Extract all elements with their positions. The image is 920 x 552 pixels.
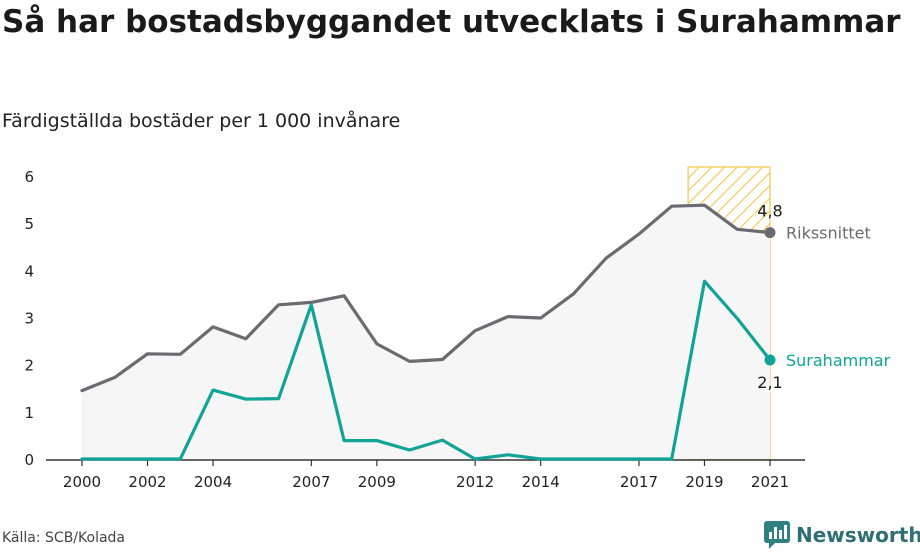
x-tick-label: 2017 bbox=[620, 473, 658, 491]
y-tick-label: 5 bbox=[24, 215, 34, 233]
chart-subtitle: Färdigställda bostäder per 1 000 invånar… bbox=[2, 110, 401, 132]
x-tick-label: 2007 bbox=[292, 473, 330, 491]
y-tick-label: 6 bbox=[24, 168, 34, 186]
x-tick-label: 2000 bbox=[63, 473, 101, 491]
x-tick-label: 2009 bbox=[358, 473, 396, 491]
series-line-1 bbox=[80, 279, 772, 461]
x-tick-label: 2014 bbox=[522, 473, 560, 491]
newsworthy-logo-icon bbox=[764, 521, 790, 549]
brand-name: Newsworthy bbox=[796, 523, 920, 547]
y-axis: 0 1 2 3 4 5 6 bbox=[24, 168, 34, 469]
y-tick-label: 4 bbox=[24, 262, 34, 280]
series-name-label: Surahammar bbox=[786, 351, 891, 370]
series-line-0 bbox=[80, 203, 772, 393]
x-tick-label: 2002 bbox=[128, 473, 166, 491]
y-tick-label: 0 bbox=[24, 451, 34, 469]
y-tick-label: 3 bbox=[24, 310, 34, 328]
x-tick-label: 2004 bbox=[194, 473, 232, 491]
series-endpoint-0 bbox=[764, 227, 776, 239]
x-tick-label: 2021 bbox=[751, 473, 789, 491]
x-tick-label: 2012 bbox=[456, 473, 494, 491]
x-axis: 2000 2002 2004 2007 2009 2012 2014 2017 2019 2021 bbox=[46, 459, 805, 491]
source-note: Källa: SCB/Kolada bbox=[2, 530, 126, 546]
national-area bbox=[82, 205, 770, 459]
series-endpoint-1 bbox=[764, 354, 776, 366]
series-value-label: 2,1 bbox=[757, 373, 782, 392]
series-lines bbox=[80, 203, 776, 461]
chart-title: Så har bostadsbyggandet utvecklats i Sur… bbox=[2, 4, 901, 40]
brand-logo: Newsworthy bbox=[764, 520, 920, 550]
series-value-label: 4,8 bbox=[757, 202, 782, 221]
y-tick-label: 1 bbox=[24, 404, 34, 422]
x-tick-label: 2019 bbox=[685, 473, 723, 491]
y-tick-label: 2 bbox=[24, 357, 34, 375]
series-name-label: Rikssnittet bbox=[786, 224, 871, 243]
series-area-0 bbox=[82, 205, 770, 459]
